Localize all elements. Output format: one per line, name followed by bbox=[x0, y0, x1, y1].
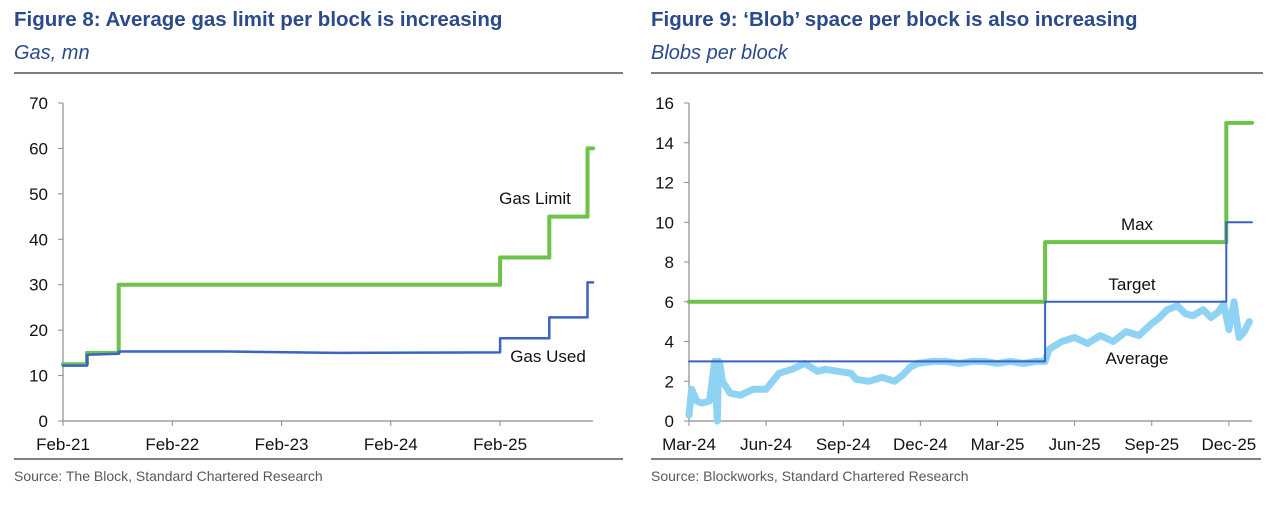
x-tick-label: Feb-24 bbox=[364, 435, 418, 454]
series-line-max bbox=[687, 120, 1254, 304]
series-label-gas-limit: Gas Limit bbox=[499, 189, 571, 208]
chart-2: 0 2 4 6 8 10 12 14 16 Mar-24 Jun-24 Sep-24 Dec-24 Mar… bbox=[655, 94, 1256, 454]
y-tick-label: 4 bbox=[665, 333, 674, 352]
y-tick-label: 12 bbox=[655, 174, 674, 193]
y-tick-label: 8 bbox=[665, 253, 674, 272]
series-line-target bbox=[688, 221, 1253, 363]
figure-9-bottom-rule bbox=[651, 458, 1261, 460]
y-tick-label: 50 bbox=[29, 185, 48, 204]
figure-8-subtitle: Gas, mn bbox=[14, 42, 90, 64]
y-tick-label: 16 bbox=[655, 94, 674, 113]
y-tick-label: 2 bbox=[665, 372, 674, 391]
figure-8-title: Figure 8: Average gas limit per block is… bbox=[14, 8, 503, 31]
y-tick-label: 70 bbox=[29, 94, 48, 113]
figure-8-source: Source: The Block, Standard Chartered Re… bbox=[14, 468, 323, 484]
x-tick-label: Mar-24 bbox=[662, 435, 716, 454]
y-tick-label: 6 bbox=[665, 293, 674, 312]
figure-9-subtitle: Blobs per block bbox=[651, 42, 788, 64]
y-tick-label: 60 bbox=[29, 139, 48, 158]
x-tick-label: Feb-22 bbox=[145, 435, 199, 454]
series-label-gas-used: Gas Used bbox=[510, 347, 586, 366]
y-tick-label: 0 bbox=[39, 412, 48, 431]
x-tick-label: Sep-25 bbox=[1124, 435, 1179, 454]
x-tick-label: Jun-24 bbox=[740, 435, 792, 454]
y-tick-label: 20 bbox=[29, 321, 48, 340]
y-tick-label: 40 bbox=[29, 230, 48, 249]
x-tick-label: Mar-25 bbox=[971, 435, 1025, 454]
series-label-max: Max bbox=[1121, 215, 1154, 234]
y-tick-label: 10 bbox=[655, 213, 674, 232]
series-label-average: Average bbox=[1105, 349, 1168, 368]
figure-8-top-rule bbox=[14, 72, 623, 74]
y-tick-label: 14 bbox=[655, 134, 674, 153]
x-tick-label: Dec-25 bbox=[1201, 435, 1256, 454]
x-tick-label: Feb-23 bbox=[255, 435, 309, 454]
x-tick-label: Dec-24 bbox=[893, 435, 948, 454]
series-line-gas-limit bbox=[61, 146, 595, 367]
y-tick-label: 10 bbox=[29, 367, 48, 386]
figure-8-panel: Figure 8: Average gas limit per block is… bbox=[14, 0, 623, 508]
x-tick-label: Jun-25 bbox=[1049, 435, 1101, 454]
x-tick-label: Feb-21 bbox=[36, 435, 90, 454]
figure-9-title: Figure 9: ‘Blob’ space per block is also… bbox=[651, 8, 1138, 31]
figure-9-source: Source: Blockworks, Standard Chartered R… bbox=[651, 468, 969, 484]
series-label-target: Target bbox=[1108, 275, 1156, 294]
y-tick-label: 30 bbox=[29, 276, 48, 295]
chart-1: 0 10 20 30 40 50 60 70 Feb-21 Feb-22 Feb-23 Feb-24 F… bbox=[29, 94, 595, 454]
figure-9-top-rule bbox=[651, 72, 1263, 74]
x-tick-label: Feb-25 bbox=[473, 435, 527, 454]
series-line-gas-used bbox=[61, 281, 595, 367]
figure-9-panel: Figure 9: ‘Blob’ space per block is also… bbox=[651, 0, 1263, 508]
y-tick-label: 0 bbox=[665, 412, 674, 431]
figure-8-bottom-rule bbox=[14, 458, 623, 460]
x-tick-label: Sep-24 bbox=[816, 435, 871, 454]
